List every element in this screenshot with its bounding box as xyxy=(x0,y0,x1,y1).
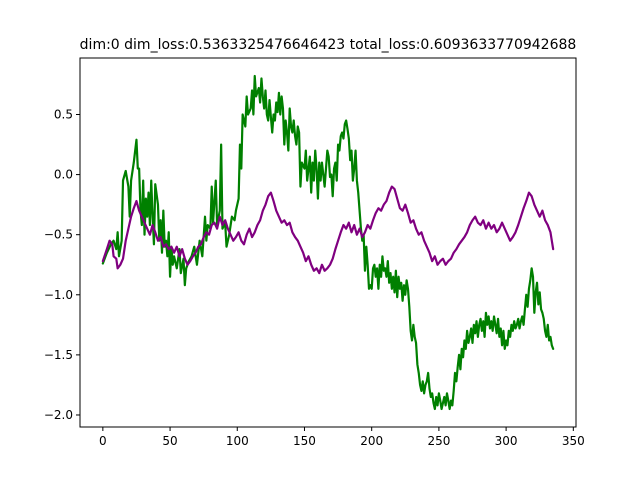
chart-title: dim:0 dim_loss:0.5363325476646423 total_… xyxy=(80,37,577,53)
x-tick-label: 0 xyxy=(99,434,107,448)
y-tick-label: −1.0 xyxy=(44,288,73,302)
y-tick-label: −0.5 xyxy=(44,228,73,242)
x-tick-label: 150 xyxy=(293,434,316,448)
x-tick-label: 250 xyxy=(427,434,450,448)
y-tick-label: 0.5 xyxy=(54,107,73,121)
x-tick-label: 200 xyxy=(360,434,383,448)
x-tick-label: 350 xyxy=(562,434,585,448)
y-axis: −2.0 −1.5 −1.0 −0.5 0.0 0.5 xyxy=(44,107,80,422)
plot-frame xyxy=(79,57,577,428)
x-tick-label: 50 xyxy=(162,434,177,448)
y-tick-label: −2.0 xyxy=(44,408,73,422)
series-line-1 xyxy=(101,74,555,411)
plot-lines xyxy=(101,74,555,411)
y-tick-label: −1.5 xyxy=(44,348,73,362)
x-axis: 0 50 100 150 200 250 300 350 xyxy=(99,427,585,448)
x-tick-label: 300 xyxy=(495,434,518,448)
y-tick-label: 0.0 xyxy=(54,168,73,182)
x-tick-label: 100 xyxy=(226,434,249,448)
series-line-2 xyxy=(101,185,555,275)
